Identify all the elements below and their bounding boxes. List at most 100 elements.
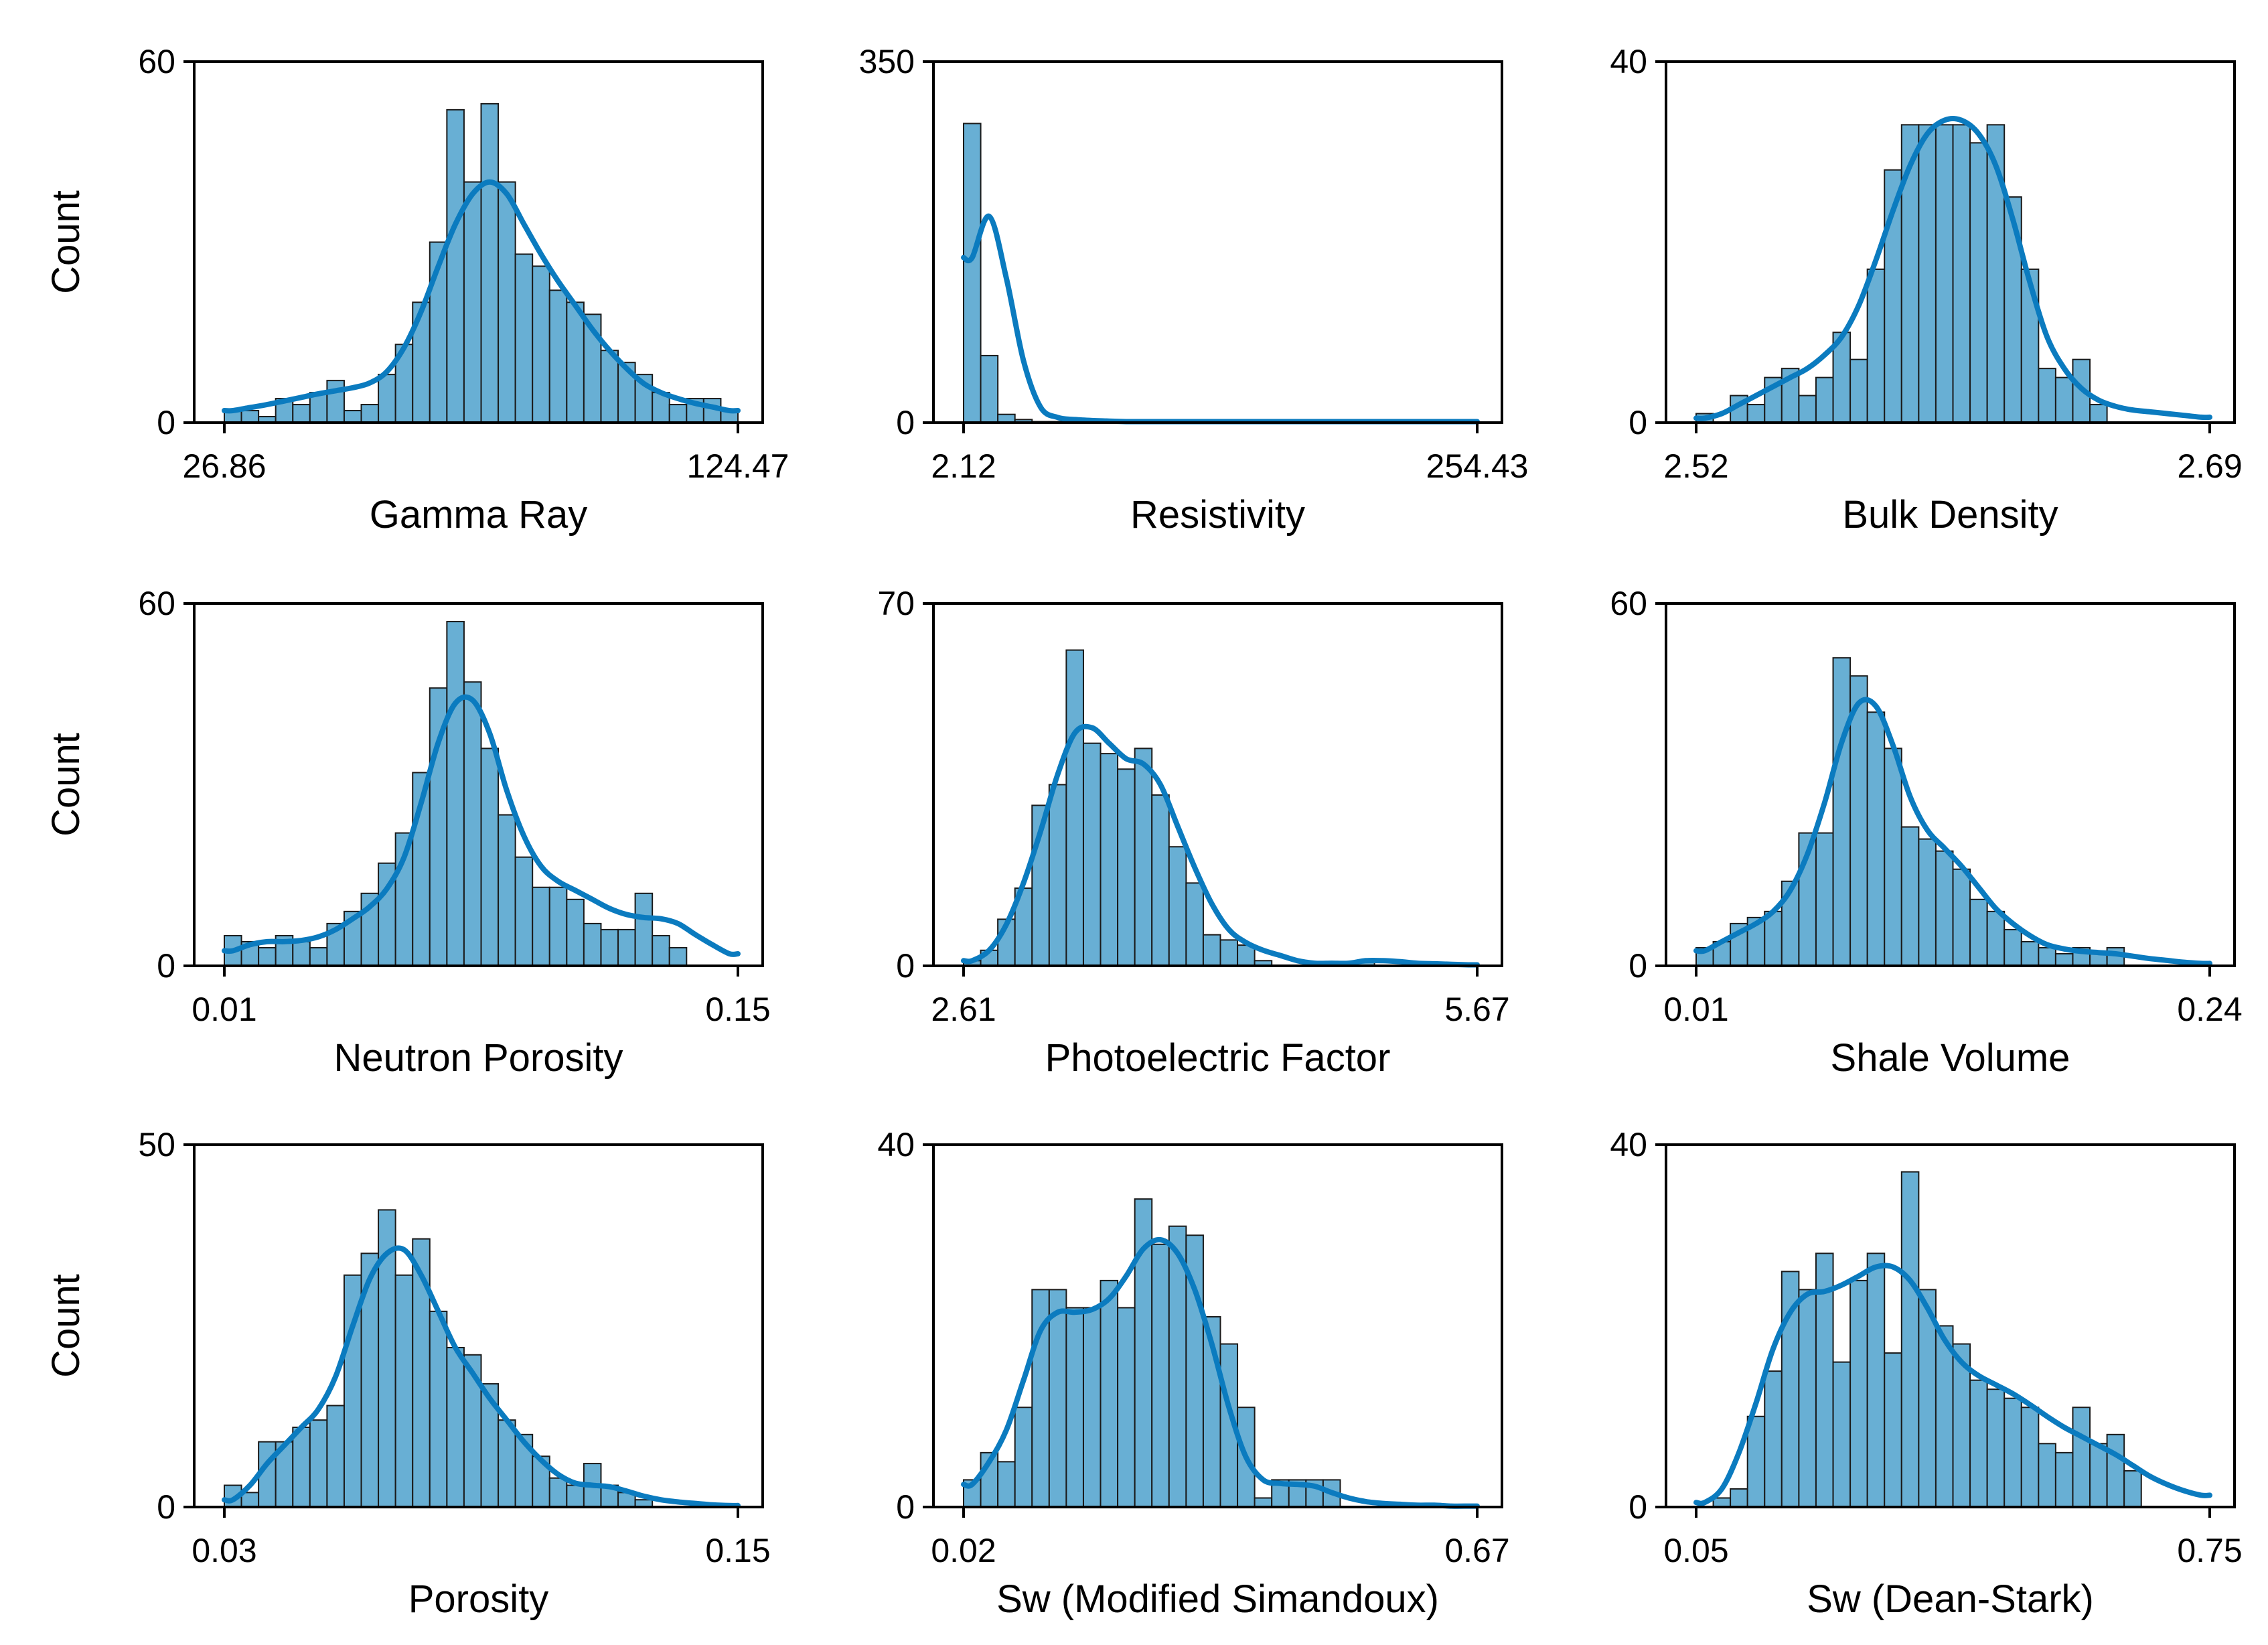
histogram-bar — [1900, 826, 1920, 967]
panel-photoelectric-factor: 70 0 2.61 5.67 Photoelectric Factor — [877, 585, 1509, 1080]
histogram-bar — [360, 404, 380, 423]
histogram-bar — [480, 102, 500, 423]
histogram-bar — [1969, 142, 1988, 423]
histogram-bar — [1832, 1361, 1851, 1508]
histogram-bar — [1082, 742, 1102, 967]
histogram-bar — [548, 1477, 568, 1508]
x-tick-label-max: 5.67 — [1444, 991, 1509, 1028]
x-tick-label-max: 2.69 — [2177, 447, 2242, 485]
y-tick-label-max: 40 — [1610, 1126, 1647, 1163]
y-tick-label-max: 60 — [138, 43, 175, 80]
histogram-bar — [1952, 124, 1971, 423]
histogram-bar — [1712, 1497, 1732, 1508]
histogram-bar — [668, 404, 688, 423]
histogram-bar — [1746, 1415, 1766, 1508]
histogram-bar — [514, 253, 534, 423]
histogram-bar — [1100, 753, 1119, 967]
axes-frame — [193, 60, 764, 424]
histogram-bar — [566, 1484, 585, 1508]
axes-frame — [1665, 60, 2236, 424]
y-axis-label: Count — [44, 190, 88, 294]
histogram-bar — [1918, 1289, 1937, 1508]
x-axis-label: Porosity — [408, 1577, 549, 1621]
histogram-bars — [1695, 124, 2108, 424]
histogram-bar — [1151, 794, 1170, 967]
histogram-bar — [1798, 395, 1817, 424]
histogram-bar — [634, 892, 654, 967]
histogram-bars — [963, 123, 1067, 424]
kde-curve — [1693, 1263, 2212, 1506]
histogram-bar — [1986, 910, 2006, 967]
panel-resistivity: 350 0 2.12 254.43 Resistivity — [859, 43, 1529, 537]
panel-neutron-porosity: 60 0 0.01 0.15 Neutron Porosity Count — [44, 585, 771, 1080]
x-tick-label-min: 0.02 — [931, 1532, 996, 1569]
kde-curve — [222, 179, 741, 414]
histogram-bar — [429, 1310, 448, 1508]
histogram-bar — [1969, 898, 1988, 967]
histogram-bar — [1065, 1307, 1084, 1508]
histogram-bar — [1065, 649, 1084, 967]
axes-frame — [932, 1143, 1503, 1508]
histogram-bar — [326, 1405, 345, 1508]
axes-frame — [1665, 602, 2236, 967]
histogram-bar — [1048, 1289, 1067, 1508]
axes-frame — [932, 602, 1503, 967]
histogram-bar — [1884, 747, 1902, 967]
x-axis-label: Sw (Dean-Stark) — [1807, 1577, 2094, 1621]
kde-curve — [961, 213, 1480, 425]
histogram-bar — [1237, 944, 1256, 967]
histogram-bar — [600, 928, 619, 967]
histogram-bar — [463, 181, 482, 423]
histogram-bar — [2106, 1433, 2125, 1508]
histogram-bar — [1798, 1289, 1817, 1508]
x-tick-label-max: 0.75 — [2177, 1532, 2242, 1569]
histogram-bar — [566, 301, 585, 423]
histogram-bar — [1764, 1370, 1783, 1508]
histogram-bar — [532, 886, 550, 967]
histogram-bar — [258, 946, 277, 967]
histogram-bar — [548, 289, 568, 423]
kde-curve — [961, 723, 1480, 968]
histogram-bar — [1935, 124, 1954, 423]
histogram-bar — [1849, 1279, 1868, 1508]
y-axis-label: Count — [44, 1274, 88, 1378]
x-tick-label-min: 0.03 — [192, 1532, 256, 1569]
histogram-bar — [1866, 711, 1886, 967]
y-axis-label: Count — [44, 733, 88, 837]
x-axis-label: Neutron Porosity — [334, 1036, 623, 1080]
histogram-bar — [2054, 1451, 2074, 1508]
histogram-bar — [240, 410, 260, 424]
histogram-bar — [1986, 1388, 2006, 1508]
y-tick-label-min: 0 — [1629, 947, 1647, 985]
histogram-bar — [2020, 940, 2040, 967]
histogram-bar — [498, 181, 516, 423]
y-tick-label-max: 60 — [138, 585, 175, 622]
x-tick-label-min: 0.05 — [1663, 1532, 1728, 1569]
kde-curve — [222, 694, 741, 957]
x-tick-label-min: 2.61 — [931, 991, 996, 1028]
histogram-bar — [1185, 882, 1204, 967]
y-tick-label-max: 40 — [1610, 43, 1647, 80]
histogram-bar — [1815, 376, 1834, 424]
histogram-bar — [1832, 657, 1851, 967]
histogram-bar — [1918, 124, 1937, 423]
histogram-bar — [1014, 1407, 1033, 1508]
x-tick-label-max: 124.47 — [687, 447, 789, 485]
histogram-bar — [1082, 1307, 1102, 1508]
histogram-bar — [343, 410, 362, 424]
histogram-bar — [514, 856, 534, 967]
histogram-bar — [566, 898, 585, 967]
histogram-bar — [2038, 946, 2056, 967]
histogram-bar — [1849, 358, 1868, 423]
histogram-bar — [1730, 1488, 1748, 1508]
histogram-bar — [2038, 1443, 2056, 1508]
histogram-bar — [378, 374, 396, 424]
y-tick-label-max: 50 — [138, 1126, 175, 1163]
y-tick-label-min: 0 — [896, 1488, 915, 1526]
histogram-bar — [1866, 1253, 1886, 1508]
y-tick-label-min: 0 — [157, 404, 175, 441]
histogram-bar — [292, 1426, 311, 1508]
histogram-bars — [1712, 1171, 2142, 1508]
histogram-bar — [1935, 850, 1954, 967]
